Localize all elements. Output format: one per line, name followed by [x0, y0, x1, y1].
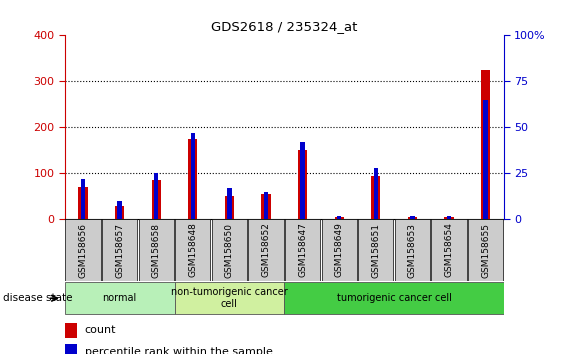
FancyBboxPatch shape [468, 219, 503, 281]
Bar [447, 216, 451, 219]
Bar [151, 181, 161, 219]
Bar [81, 179, 85, 219]
FancyBboxPatch shape [212, 219, 247, 281]
Bar [374, 168, 378, 219]
Text: GSM158655: GSM158655 [481, 223, 490, 278]
Bar [371, 176, 381, 219]
Bar [334, 217, 344, 219]
Bar [408, 217, 417, 219]
Bar [227, 188, 231, 219]
Bar [118, 201, 122, 219]
FancyBboxPatch shape [138, 219, 174, 281]
Text: GSM158650: GSM158650 [225, 223, 234, 278]
Bar [154, 173, 158, 219]
FancyBboxPatch shape [285, 219, 320, 281]
FancyBboxPatch shape [102, 219, 137, 281]
Bar [65, 344, 77, 354]
Bar [261, 194, 271, 219]
Title: GDS2618 / 235324_at: GDS2618 / 235324_at [211, 20, 358, 33]
Text: disease state: disease state [3, 293, 72, 303]
FancyBboxPatch shape [248, 219, 284, 281]
Text: non-tumorigenic cancer
cell: non-tumorigenic cancer cell [171, 287, 288, 309]
Text: GSM158651: GSM158651 [372, 223, 380, 278]
Bar [410, 216, 414, 219]
Bar [225, 196, 234, 219]
Bar [337, 216, 341, 219]
FancyBboxPatch shape [358, 219, 394, 281]
Text: GSM158654: GSM158654 [445, 223, 453, 278]
Text: GSM158647: GSM158647 [298, 223, 307, 278]
FancyBboxPatch shape [321, 219, 357, 281]
FancyBboxPatch shape [175, 282, 284, 314]
FancyBboxPatch shape [65, 282, 175, 314]
Bar [301, 142, 305, 219]
Bar [188, 139, 198, 219]
Bar [298, 150, 307, 219]
FancyBboxPatch shape [284, 282, 504, 314]
Text: GSM158653: GSM158653 [408, 223, 417, 278]
Bar [115, 206, 124, 219]
Bar [481, 70, 490, 219]
Bar [191, 133, 195, 219]
Text: normal: normal [102, 293, 137, 303]
Text: percentile rank within the sample: percentile rank within the sample [84, 347, 272, 354]
FancyBboxPatch shape [395, 219, 430, 281]
Text: GSM158658: GSM158658 [152, 223, 160, 278]
Bar [78, 187, 88, 219]
Bar [444, 217, 454, 219]
Bar [484, 100, 488, 219]
Text: GSM158656: GSM158656 [79, 223, 87, 278]
Text: GSM158652: GSM158652 [262, 223, 270, 278]
FancyBboxPatch shape [175, 219, 211, 281]
Text: count: count [84, 325, 116, 335]
Text: GSM158657: GSM158657 [115, 223, 124, 278]
FancyBboxPatch shape [65, 219, 101, 281]
Bar [264, 192, 268, 219]
Text: tumorigenic cancer cell: tumorigenic cancer cell [337, 293, 452, 303]
Text: GSM158649: GSM158649 [335, 223, 343, 278]
Text: GSM158648: GSM158648 [189, 223, 197, 278]
Bar [65, 323, 77, 338]
FancyBboxPatch shape [431, 219, 467, 281]
